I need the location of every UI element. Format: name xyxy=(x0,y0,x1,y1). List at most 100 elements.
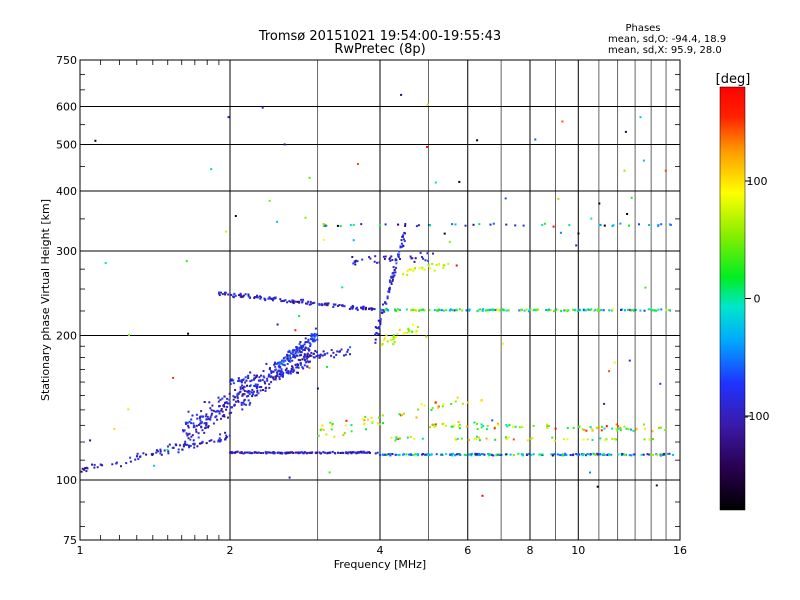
data-point xyxy=(270,297,273,300)
data-point xyxy=(625,427,628,430)
data-point xyxy=(407,327,410,330)
data-point xyxy=(470,453,473,456)
data-point xyxy=(534,138,537,141)
data-point xyxy=(385,334,388,337)
data-point xyxy=(512,438,515,441)
data-point xyxy=(139,455,142,458)
data-point xyxy=(405,331,408,334)
data-point xyxy=(248,393,251,396)
data-point xyxy=(381,343,384,345)
data-point xyxy=(608,454,610,456)
data-point xyxy=(246,384,248,387)
data-point xyxy=(457,425,460,428)
data-point xyxy=(497,424,500,427)
data-point xyxy=(355,307,358,310)
data-point xyxy=(125,462,128,465)
data-point xyxy=(199,422,202,425)
data-point xyxy=(234,215,237,217)
data-point xyxy=(272,376,274,379)
data-point xyxy=(660,223,663,226)
data-point xyxy=(85,466,88,469)
data-point xyxy=(406,269,409,272)
data-point xyxy=(163,449,166,452)
data-point xyxy=(351,306,354,309)
data-point xyxy=(547,425,550,427)
data-point xyxy=(428,309,431,312)
data-point xyxy=(228,392,231,395)
data-point xyxy=(410,308,413,311)
data-point xyxy=(611,308,614,311)
data-point xyxy=(284,356,287,359)
data-point xyxy=(314,349,317,352)
data-point xyxy=(490,308,493,311)
data-point xyxy=(307,338,310,341)
data-point xyxy=(200,410,203,413)
data-point xyxy=(480,423,483,426)
data-point xyxy=(589,453,592,456)
data-point xyxy=(281,300,284,302)
y-tick-label: 400 xyxy=(56,185,77,198)
data-point xyxy=(188,432,191,435)
data-point xyxy=(193,425,196,428)
data-point xyxy=(210,414,213,417)
data-point xyxy=(381,453,384,456)
data-point xyxy=(348,307,351,310)
data-point xyxy=(223,403,225,406)
data-point xyxy=(244,381,247,384)
data-point xyxy=(129,456,132,459)
data-point xyxy=(286,363,289,365)
data-point xyxy=(454,454,457,457)
data-point xyxy=(498,453,501,456)
data-point xyxy=(360,307,363,310)
data-point xyxy=(270,370,273,373)
data-point xyxy=(362,307,365,310)
data-point xyxy=(613,438,616,440)
data-point xyxy=(629,309,632,312)
data-point xyxy=(397,438,400,441)
data-point xyxy=(380,311,383,314)
data-point xyxy=(317,354,319,357)
data-point xyxy=(616,429,619,432)
data-point xyxy=(240,295,243,298)
data-point xyxy=(532,453,535,456)
data-point xyxy=(155,451,158,454)
x-tick-label: 4 xyxy=(377,544,384,557)
data-point xyxy=(363,451,366,454)
data-point xyxy=(323,353,326,356)
data-point xyxy=(478,223,481,226)
data-point xyxy=(247,391,250,394)
data-point xyxy=(267,297,270,300)
data-point xyxy=(260,374,262,377)
data-point xyxy=(378,326,381,329)
data-point xyxy=(228,412,231,415)
data-point xyxy=(338,350,341,353)
data-point xyxy=(429,453,432,456)
data-point xyxy=(274,296,277,299)
data-point xyxy=(298,348,301,351)
data-point xyxy=(294,363,297,366)
data-point xyxy=(450,308,453,311)
data-point xyxy=(598,309,601,312)
data-point xyxy=(401,414,404,416)
data-point xyxy=(489,223,492,226)
data-point xyxy=(289,370,292,373)
data-point xyxy=(406,273,409,276)
data-point xyxy=(255,387,258,390)
data-point xyxy=(610,453,613,456)
data-point xyxy=(333,356,336,359)
data-point xyxy=(184,440,187,443)
data-point xyxy=(195,424,198,427)
data-point xyxy=(203,431,206,434)
data-point xyxy=(310,338,312,341)
data-point xyxy=(155,449,158,452)
data-point xyxy=(223,395,226,398)
data-point xyxy=(421,267,424,270)
data-point xyxy=(456,396,459,399)
data-point xyxy=(522,224,525,227)
data-point xyxy=(196,417,199,420)
data-point xyxy=(483,453,486,456)
data-point xyxy=(299,359,302,362)
data-point xyxy=(546,427,549,429)
data-point xyxy=(457,420,460,423)
data-point xyxy=(410,330,413,333)
